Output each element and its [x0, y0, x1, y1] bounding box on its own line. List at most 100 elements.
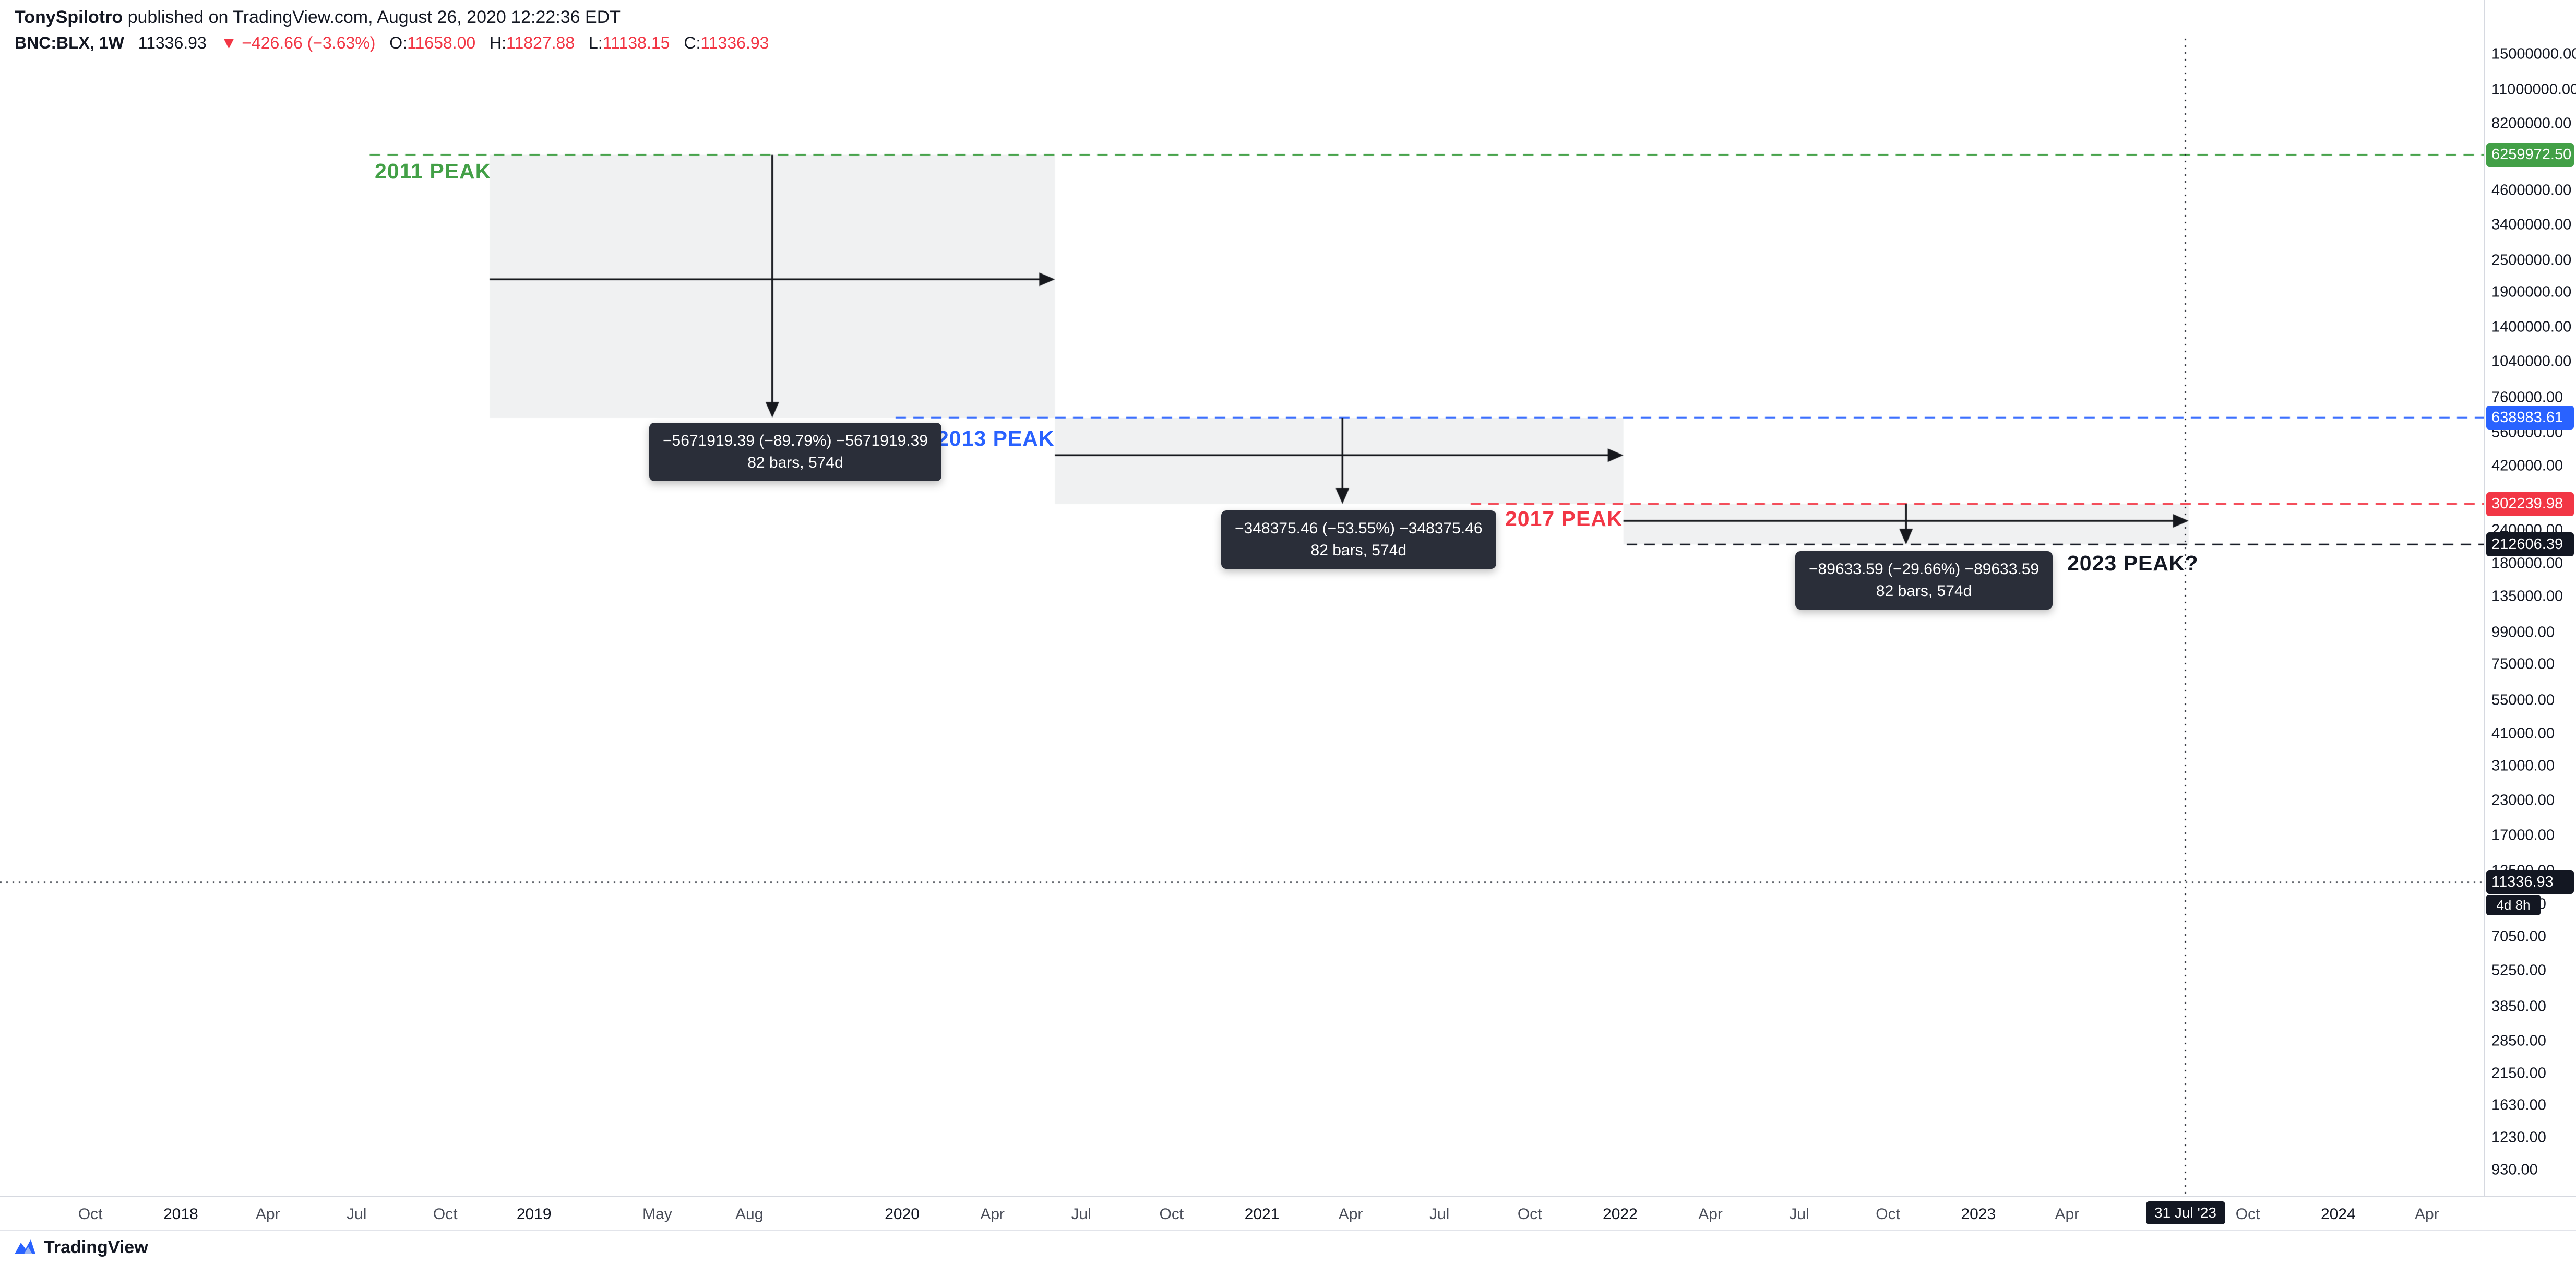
- time-tick-month: Oct: [1159, 1206, 1184, 1223]
- time-tick-year: 2024: [2320, 1206, 2356, 1223]
- measure-box-value: −348375.46 (−53.55%) −348375.46: [1235, 520, 1483, 537]
- time-tick-year: 2018: [163, 1206, 198, 1223]
- price-tick: 3850.00: [2491, 998, 2546, 1015]
- price-tick: 2150.00: [2491, 1065, 2546, 1082]
- price-tick: 75000.00: [2491, 655, 2555, 673]
- time-tick-year: 2023: [1961, 1206, 1996, 1223]
- time-tick-month: Oct: [1517, 1206, 1542, 1223]
- price-tick: 1230.00: [2491, 1129, 2546, 1146]
- price-tick: 2850.00: [2491, 1032, 2546, 1050]
- price-tick: 180000.00: [2491, 555, 2563, 572]
- ohlc-high: H:11827.88: [490, 33, 575, 52]
- price-axis[interactable]: 4d 8h 15000000.0011000000.008200000.0061…: [2484, 0, 2576, 1196]
- measure-box-2017-2023: −89633.59 (−29.66%) −89633.59 82 bars, 5…: [1795, 551, 2053, 610]
- ohlc-open: O:11658.00: [389, 33, 475, 52]
- high-label: H:: [490, 33, 507, 52]
- price-tag: 302239.98: [2486, 492, 2574, 516]
- low-value: 11138.15: [602, 33, 670, 52]
- price-tag: 11336.93: [2486, 870, 2574, 895]
- price-tick: 3400000.00: [2491, 216, 2572, 233]
- price-tick: 31000.00: [2491, 757, 2555, 774]
- publisher-name: TonySpilotro: [15, 7, 123, 27]
- time-tick-month: Jul: [347, 1206, 367, 1223]
- date-marker: 31 Jul '23: [2146, 1201, 2225, 1224]
- price-tick: 11000000.00: [2491, 81, 2576, 98]
- ohlc-low: L:11138.15: [589, 33, 670, 52]
- time-tick-month: May: [642, 1206, 672, 1223]
- last-price: 11336.93: [138, 33, 207, 52]
- measure-box-2011-2013: −5671919.39 (−89.79%) −5671919.39 82 bar…: [649, 423, 941, 481]
- price-tick: 8200000.00: [2491, 115, 2572, 132]
- price-tick: 930.00: [2491, 1161, 2538, 1178]
- price-tag: 212606.39: [2486, 532, 2574, 557]
- time-tick-year: 2021: [1244, 1206, 1280, 1223]
- symbol-header: BNC:BLX, 1W 11336.93 ▼ −426.66 (−3.63%) …: [15, 33, 769, 53]
- peak-2023-label: 2023 PEAK?: [2067, 551, 2199, 575]
- time-tick-month: Apr: [2414, 1206, 2439, 1223]
- tradingview-brand: TradingView: [44, 1237, 148, 1257]
- time-tick-month: Jul: [1071, 1206, 1091, 1223]
- price-tick: 55000.00: [2491, 691, 2555, 709]
- price-change: ▼ −426.66 (−3.63%): [220, 33, 376, 52]
- price-tick: 135000.00: [2491, 588, 2563, 605]
- open-value: 11658.00: [407, 33, 476, 52]
- price-tick: 760000.00: [2491, 389, 2563, 406]
- high-value: 11827.88: [506, 33, 575, 52]
- publish-info: published on TradingView.com, August 26,…: [123, 7, 621, 27]
- price-tick: 1040000.00: [2491, 353, 2572, 370]
- price-tag: 638983.61: [2486, 406, 2574, 430]
- measure-box-bars: 82 bars, 574d: [1310, 542, 1407, 559]
- time-tick-month: Jul: [1789, 1206, 1809, 1223]
- time-tick-month: Oct: [1876, 1206, 1900, 1223]
- peak-2017-label: 2017 PEAK: [1505, 507, 1623, 531]
- time-tick-month: Apr: [2055, 1206, 2080, 1223]
- time-tick-month: Aug: [735, 1206, 764, 1223]
- price-tick: 5250.00: [2491, 962, 2546, 979]
- time-tick-month: Apr: [1698, 1206, 1723, 1223]
- time-tick-year: 2022: [1603, 1206, 1638, 1223]
- time-tick-year: 2020: [885, 1206, 920, 1223]
- price-tick: 41000.00: [2491, 725, 2555, 742]
- price-tick: 420000.00: [2491, 457, 2563, 474]
- price-tag: 6259972.50: [2486, 142, 2574, 167]
- tradingview-logo-icon: [15, 1239, 35, 1254]
- measure-box-bars: 82 bars, 574d: [1876, 582, 1972, 600]
- price-chart-canvas[interactable]: [0, 0, 2484, 1196]
- symbol-name: BNC:BLX, 1W: [15, 33, 124, 52]
- time-tick-month: Jul: [1429, 1206, 1450, 1223]
- publish-header: TonySpilotro published on TradingView.co…: [15, 7, 621, 28]
- price-tick: 15000000.00: [2491, 45, 2576, 63]
- price-tick: 2500000.00: [2491, 252, 2572, 269]
- footer-bar: TradingView: [0, 1230, 2576, 1264]
- time-tick-month: Apr: [980, 1206, 1005, 1223]
- time-tick-month: Apr: [255, 1206, 280, 1223]
- low-label: L:: [589, 33, 603, 52]
- bar-countdown: 4d 8h: [2486, 895, 2541, 915]
- close-value: 11336.93: [700, 33, 769, 52]
- price-tick: 99000.00: [2491, 624, 2555, 641]
- time-tick-month: Oct: [433, 1206, 458, 1223]
- measure-box-2013-2017: −348375.46 (−53.55%) −348375.46 82 bars,…: [1221, 510, 1496, 569]
- ohlc-close: C:11336.93: [684, 33, 769, 52]
- chart-plot-area[interactable]: TonySpilotro published on TradingView.co…: [0, 0, 2484, 1196]
- open-label: O:: [389, 33, 408, 52]
- time-tick-month: Apr: [1338, 1206, 1363, 1223]
- price-tick: 1400000.00: [2491, 318, 2572, 336]
- price-tick: 1630.00: [2491, 1096, 2546, 1114]
- measure-box-value: −89633.59 (−29.66%) −89633.59: [1809, 561, 2040, 578]
- time-tick-month: Oct: [2235, 1206, 2260, 1223]
- price-tick: 23000.00: [2491, 792, 2555, 809]
- price-tick: 1900000.00: [2491, 283, 2572, 301]
- measure-box-value: −5671919.39 (−89.79%) −5671919.39: [663, 432, 928, 449]
- tradingview-logo[interactable]: TradingView: [14, 1237, 148, 1258]
- measure-box-bars: 82 bars, 574d: [747, 454, 843, 471]
- price-tick: 17000.00: [2491, 827, 2555, 844]
- peak-2011-label: 2011 PEAK: [375, 159, 492, 183]
- time-tick-month: Oct: [78, 1206, 103, 1223]
- peak-2013-label: 2013 PEAK: [937, 426, 1055, 450]
- close-label: C:: [684, 33, 701, 52]
- price-tick: 4600000.00: [2491, 182, 2572, 199]
- price-tick: 7050.00: [2491, 928, 2546, 945]
- time-tick-year: 2019: [516, 1206, 552, 1223]
- time-axis[interactable]: 31 Jul '23 Oct 2018 Apr Jul Oct 2019 May Aug 202…: [0, 1196, 2576, 1230]
